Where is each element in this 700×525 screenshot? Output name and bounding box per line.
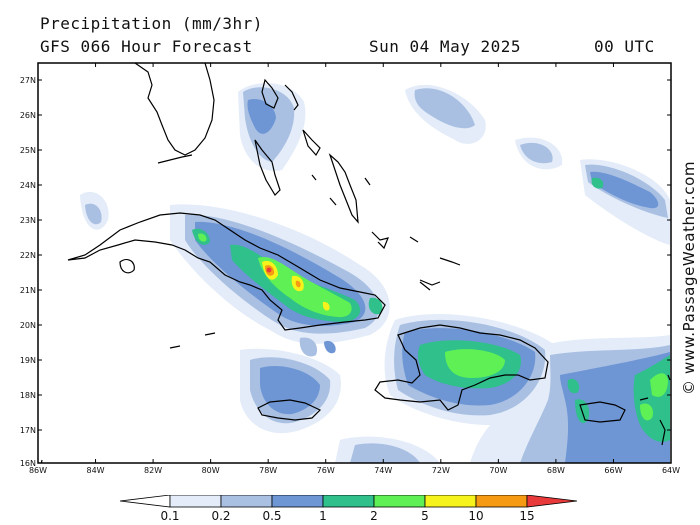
legend-colorbar [119,495,578,508]
lon-label-64w: 64W [662,466,680,475]
lon-label-74w: 74W [374,466,392,475]
forecast-subtitle: GFS 066 Hour Forecast [40,37,253,56]
lat-label-25n: 25N [20,146,36,155]
lat-label-22n: 22N [20,251,36,260]
precip-heavy-areas [198,233,668,421]
lat-label-27n: 27N [20,76,36,85]
legend-label: 0.2 [211,509,230,523]
coastlines [40,63,671,463]
lon-label-66w: 66W [604,466,622,475]
lat-label-26n: 26N [20,111,36,120]
lat-label-20n: 20N [20,321,36,330]
legend-label: 0.5 [262,509,281,523]
lon-label-76w: 76W [317,466,335,475]
legend-swatch [424,495,477,508]
precip-legend: 0.1 0.2 0.5 1 2 5 10 15 [119,495,578,523]
legend-swatch [373,495,426,508]
lat-label-24n: 24N [20,181,36,190]
legend-label: 10 [468,509,483,523]
lat-label-16n: 16N [20,459,36,468]
lon-label-84w: 84W [86,466,104,475]
legend-swatch [475,495,528,508]
legend-tip-high [526,495,578,508]
legend-swatch [322,495,375,508]
forecast-date: Sun 04 May 2025 [369,37,521,56]
precip-field [40,63,671,463]
legend-label: 15 [519,509,534,523]
legend-label: 0.1 [160,509,179,523]
lat-label-23n: 23N [20,216,36,225]
lat-label-17n: 17N [20,426,36,435]
lon-label-68w: 68W [547,466,565,475]
lon-label-86w: 86W [29,466,47,475]
watermark-text: © www.PassageWeather.com [680,161,698,395]
lon-label-78w: 78W [259,466,277,475]
lat-label-19n: 19N [20,356,36,365]
lon-label-82w: 82W [144,466,162,475]
precip-extreme-areas [266,267,272,273]
lon-label-70w: 70W [489,466,507,475]
latitude-axis: 27N 26N 25N 24N 23N 22N 21N 20N 19N 18N 17N 16N [20,76,671,468]
lon-label-72w: 72W [432,466,450,475]
legend-label: 2 [370,509,378,523]
legend-swatch [220,495,273,508]
forecast-time: 00 UTC [594,37,655,56]
lon-label-80w: 80W [202,466,220,475]
legend-label: 1 [319,509,327,523]
watermark: © www.PassageWeather.com [680,161,698,395]
legend-swatch [169,495,222,508]
map-frame [37,62,672,464]
lat-label-18n: 18N [20,391,36,400]
lat-label-21n: 21N [20,286,36,295]
legend-label: 5 [421,509,429,523]
legend-tip-low [119,495,171,508]
map-title: Precipitation (mm/3hr) [40,14,263,33]
legend-labels: 0.1 0.2 0.5 1 2 5 10 15 [160,509,534,523]
legend-swatch [271,495,324,508]
longitude-axis: 86W 84W 82W 80W 78W 76W 74W 72W 70W 68W 66W 64W [29,63,680,475]
